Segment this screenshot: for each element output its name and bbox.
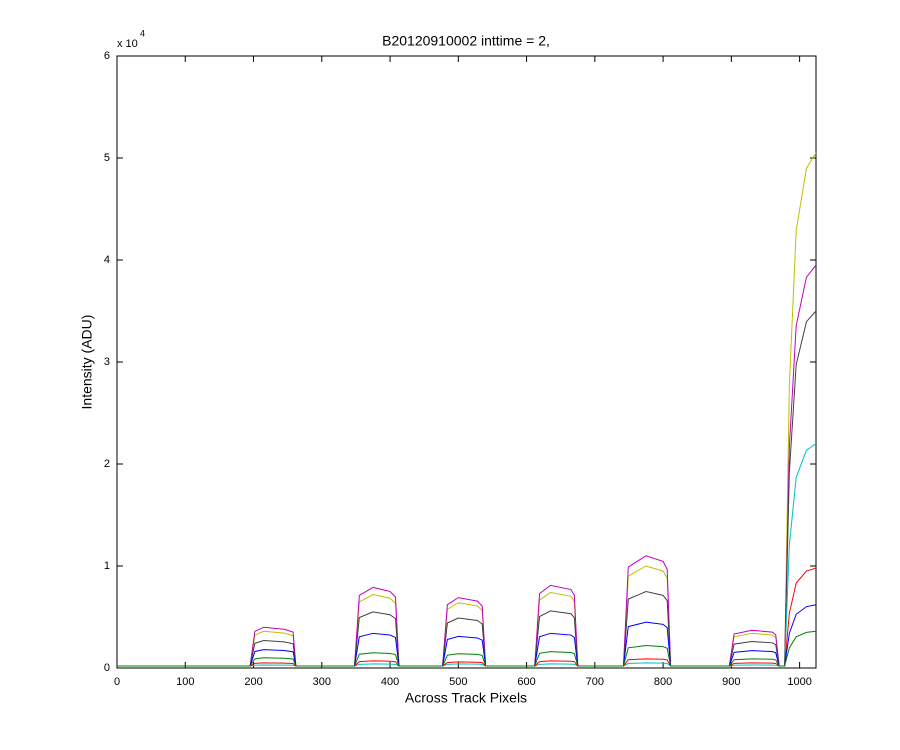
data-line <box>117 630 817 667</box>
y-axis-label: Intensity (ADU) <box>79 315 95 410</box>
x-tick-label: 800 <box>654 676 672 688</box>
x-tick-label: 400 <box>381 676 399 688</box>
y-multiplier: x 10 <box>117 38 138 50</box>
y-multiplier-exponent: 4 <box>140 28 145 38</box>
x-tick-label: 900 <box>722 676 740 688</box>
x-tick-label: 1000 <box>787 676 811 688</box>
y-tick-label: 1 <box>104 560 110 572</box>
x-tick-label: 200 <box>244 676 262 688</box>
x-tick-label: 0 <box>114 676 120 688</box>
x-tick-label: 600 <box>517 676 535 688</box>
chart-title: B20120910002 inttime = 2, <box>382 33 550 49</box>
y-tick-label: 2 <box>104 458 110 470</box>
x-axis-label: Across Track Pixels <box>405 690 527 706</box>
y-tick-label: 5 <box>104 152 110 164</box>
x-tick-label: 700 <box>586 676 604 688</box>
y-tick-label: 4 <box>104 254 110 266</box>
y-tick-label: 6 <box>104 50 110 62</box>
x-tick-label: 300 <box>313 676 331 688</box>
x-tick-label: 100 <box>176 676 194 688</box>
y-tick-label: 0 <box>104 662 110 674</box>
y-tick-label: 3 <box>104 356 110 368</box>
x-tick-label: 500 <box>449 676 467 688</box>
